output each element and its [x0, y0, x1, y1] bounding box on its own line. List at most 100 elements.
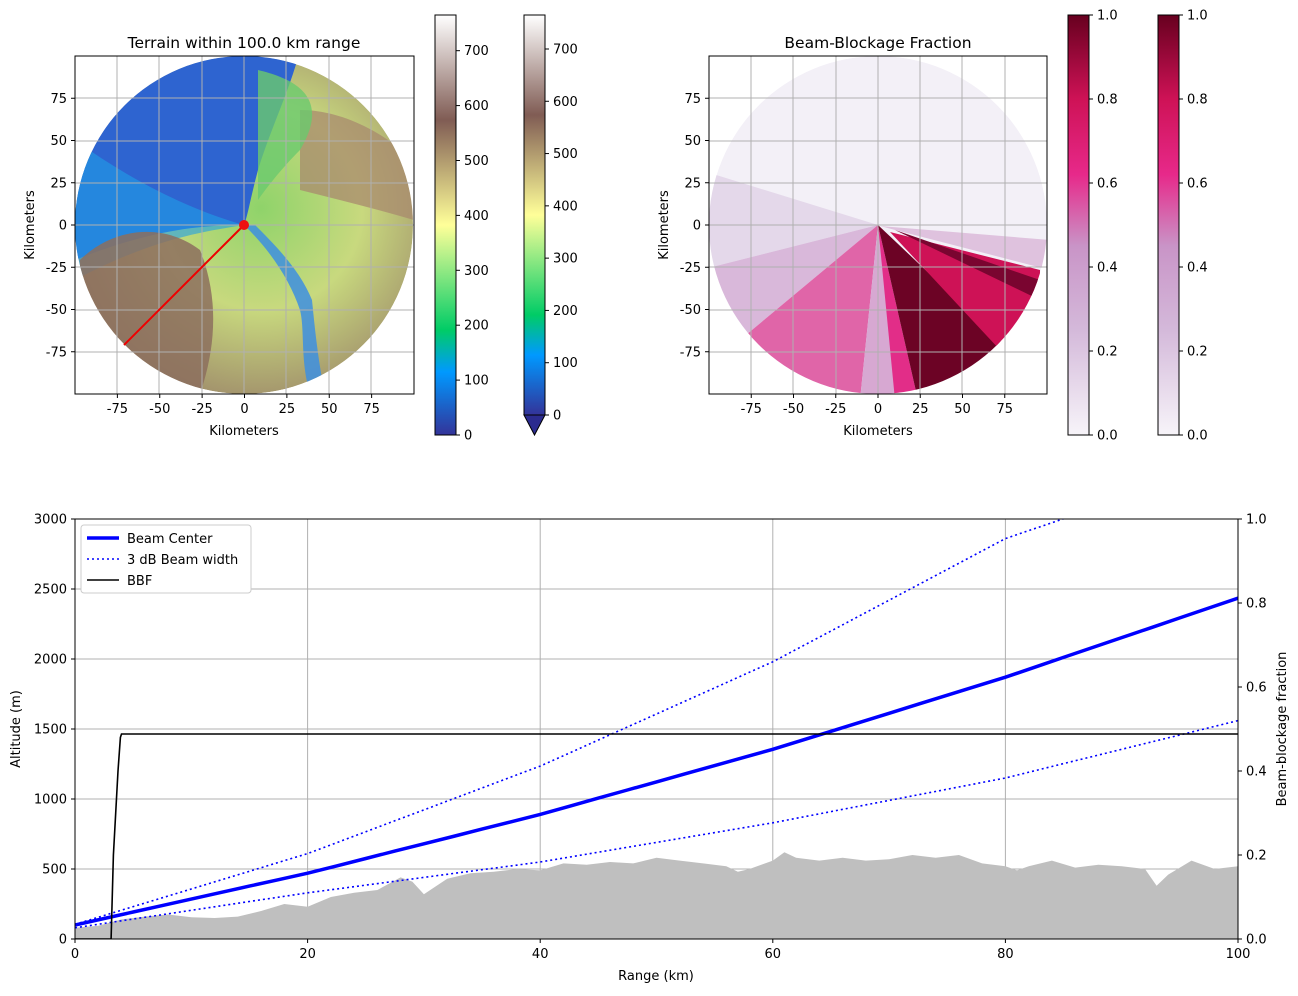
y-tick-label: -25: [680, 261, 701, 276]
colorbar-tick-label: 700: [464, 44, 489, 59]
colorbar-tick-label: 0.0: [1187, 429, 1208, 444]
legend: Beam Center 3 dB Beam width BBF: [80, 524, 252, 594]
bbf-xticks: -75 -50 -25 0 25 50 75: [741, 394, 1013, 417]
x-tick-label: 75: [996, 402, 1013, 417]
colorbar-terrain-1-ticks: 0 100 200 300 400 500 600 700: [456, 44, 489, 444]
x-tick-label: -75: [741, 402, 762, 417]
y-tick-label: 1000: [34, 793, 67, 808]
y-tick-label: 50: [50, 134, 67, 149]
colorbar-tick-label: 500: [464, 154, 489, 169]
profile-y2label: Beam-blockage fraction: [1275, 652, 1290, 807]
legend-box: [80, 524, 252, 594]
x-tick-label: 100: [1226, 947, 1251, 962]
x-tick-label: -50: [783, 402, 804, 417]
bbf-yticks: 75 50 25 0 -25 -50 -75: [680, 92, 709, 360]
x-tick-label: 60: [765, 947, 782, 962]
terrain-ylabel: Kilometers: [23, 190, 38, 260]
profile-ylabel: Altitude (m): [9, 690, 24, 768]
bbf-title: Beam-Blockage Fraction: [784, 34, 971, 52]
y-tick-label: 50: [684, 134, 701, 149]
y-tick-label: -25: [46, 261, 67, 276]
x-tick-label: 0: [874, 402, 882, 417]
bbf-xlabel: Kilometers: [843, 424, 913, 439]
x-tick-label: 75: [363, 402, 380, 417]
terrain-xlabel: Kilometers: [209, 424, 279, 439]
colorbar-tick-label: 0.6: [1097, 177, 1118, 192]
y-tick-label: 2000: [34, 653, 67, 668]
profile-xticks: 0 20 40 60 80 100: [71, 939, 1251, 962]
colorbar-tick-label: 500: [553, 147, 578, 162]
colorbar-terrain-2-ticks: 0 100 200 300 400 500 600 700: [545, 42, 578, 424]
y-tick-label: -50: [680, 303, 701, 318]
y-tick-label: 75: [50, 92, 67, 107]
x-tick-label: 25: [279, 402, 296, 417]
profile-xlabel: Range (km): [618, 969, 694, 984]
colorbar-tick-label: 100: [553, 356, 578, 371]
y-tick-label: -50: [46, 303, 67, 318]
terrain-xticks: -75 -50 -25 0 25 50 75: [107, 394, 380, 417]
colorbar-tick-label: 0.4: [1187, 261, 1208, 276]
colorbar-bbf-2-ticks: 0.0 0.2 0.4 0.6 0.8 1.0: [1179, 9, 1208, 444]
y-tick-label: -75: [46, 345, 67, 360]
terrain-title: Terrain within 100.0 km range: [127, 34, 361, 52]
colorbar-tick-label: 300: [553, 252, 578, 267]
y2-tick-label: 0.8: [1246, 597, 1267, 612]
colorbar-tick-label: 1.0: [1187, 9, 1208, 24]
profile-y2ticks: 0.0 0.2 0.4 0.6 0.8 1.0: [1238, 513, 1267, 948]
bbf-ylabel: Kilometers: [657, 190, 672, 260]
colorbar-bbf-2-fill: [1157, 14, 1180, 436]
colorbar-bbf-1-fill: [1067, 14, 1090, 436]
y-tick-label: 25: [50, 176, 67, 191]
terrain-grid: [75, 56, 414, 394]
y2-tick-label: 0.2: [1246, 849, 1267, 864]
bbf-grid: [709, 56, 1047, 394]
y-tick-label: 25: [684, 176, 701, 191]
x-tick-label: 0: [240, 402, 248, 417]
colorbar-tick-label: 200: [553, 304, 578, 319]
colorbar-tick-label: 0.2: [1187, 345, 1208, 360]
y-tick-label: 0: [693, 219, 701, 234]
colorbar-tick-label: 600: [464, 99, 489, 114]
terrain-yticks: 75 50 25 0 -25 -50 -75: [46, 92, 75, 360]
bbf-map-panel: Beam-Blockage Fraction Kilometers Kilome…: [657, 34, 1048, 439]
colorbar-tick-label: 0.6: [1187, 177, 1208, 192]
beam-profile-panel: 0 20 40 60 80 100 0 500 1000 1500 2000 2500 3000 0.…: [9, 513, 1290, 985]
x-tick-label: 40: [532, 947, 549, 962]
x-tick-label: 25: [912, 402, 929, 417]
colorbar-bbf-1-ticks: 0.0 0.2 0.4 0.6 0.8 1.0: [1089, 9, 1118, 444]
profile-line: [123, 224, 245, 346]
colorbar-tick-label: 400: [553, 199, 578, 214]
x-tick-label: -25: [825, 402, 846, 417]
colorbar-tick-label: 0.4: [1097, 261, 1118, 276]
y-tick-label: 2500: [34, 583, 67, 598]
x-tick-label: 0: [71, 947, 79, 962]
legend-label-beam-center: Beam Center: [127, 532, 213, 547]
profile-yticks: 0 500 1000 1500 2000 2500 3000: [34, 513, 75, 948]
y-tick-label: 75: [684, 92, 701, 107]
colorbar-tick-label: 0.0: [1097, 429, 1118, 444]
colorbar-tick-label: 0: [464, 429, 472, 444]
y-tick-label: -75: [680, 345, 701, 360]
colorbar-tick-label: 200: [464, 319, 489, 334]
radar-site-marker: [239, 220, 249, 230]
x-tick-label: -75: [107, 402, 128, 417]
x-tick-label: 50: [321, 402, 338, 417]
y-tick-label: 0: [59, 933, 67, 948]
beam-width-lower-line: [75, 719, 1238, 929]
y2-tick-label: 0.4: [1246, 765, 1267, 780]
x-tick-label: 20: [299, 947, 316, 962]
bbf-line: [75, 733, 1238, 939]
colorbar-tick-label: 300: [464, 264, 489, 279]
colorbar-tick-label: 400: [464, 209, 489, 224]
colorbar-terrain-1: 0 100 200 300 400 500 600 700: [434, 14, 489, 444]
legend-label-bbf: BBF: [127, 574, 152, 589]
colorbar-tick-label: 0: [553, 409, 561, 424]
y2-tick-label: 0.6: [1246, 681, 1267, 696]
x-tick-label: -25: [192, 402, 213, 417]
x-tick-label: 80: [997, 947, 1014, 962]
y2-tick-label: 0.0: [1246, 933, 1267, 948]
colorbar-bbf-2: 0.0 0.2 0.4 0.6 0.8 1.0: [1157, 9, 1208, 444]
colorbar-terrain-2: 0 100 200 300 400 500 600 700: [523, 14, 578, 437]
colorbar-tick-label: 100: [464, 374, 489, 389]
